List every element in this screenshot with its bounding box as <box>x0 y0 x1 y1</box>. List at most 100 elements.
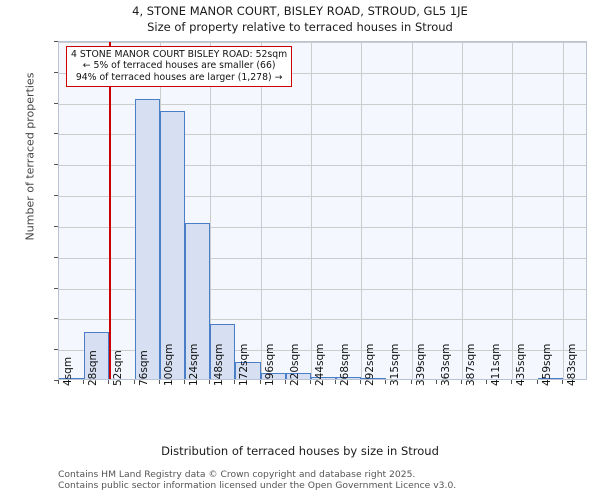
bar <box>336 377 362 379</box>
gridline-horizontal <box>59 103 586 105</box>
x-axis-tick-mark <box>435 380 437 384</box>
gridline-vertical <box>462 42 464 379</box>
gridline-horizontal <box>59 257 586 259</box>
x-axis-tick-mark <box>133 380 135 384</box>
x-axis-tick-label: 292sqm <box>364 343 377 386</box>
annotation-line-2: ← 5% of terraced houses are smaller (66) <box>82 60 276 72</box>
x-axis-tick-label: 387sqm <box>465 343 478 386</box>
footer-line-2: Contains public sector information licen… <box>58 479 457 491</box>
x-axis-tick-mark <box>561 380 563 384</box>
bar <box>184 223 211 379</box>
x-axis-tick-label: 411sqm <box>490 343 503 386</box>
y-axis-tick-mark <box>54 133 58 135</box>
x-axis-tick-mark <box>385 380 387 384</box>
x-axis-tick-label: 100sqm <box>162 343 175 386</box>
x-axis-tick-mark <box>461 380 463 384</box>
annotation-line-3: 94% of terraced houses are larger (1,278… <box>75 71 283 83</box>
x-axis-tick-label: 124sqm <box>187 343 200 386</box>
x-axis-tick-label: 76sqm <box>137 350 150 386</box>
gridline-horizontal <box>59 319 586 321</box>
x-axis-tick-label: 196sqm <box>263 343 276 386</box>
x-axis-tick-label: 148sqm <box>213 343 226 386</box>
bar <box>537 377 563 379</box>
gridline-vertical <box>260 42 262 379</box>
x-axis-tick-label: 435sqm <box>515 343 528 386</box>
footer-attribution: Contains HM Land Registry data © Crown c… <box>58 469 588 491</box>
x-axis-tick-mark <box>108 380 110 384</box>
gridline-horizontal <box>59 350 586 352</box>
y-axis-tick-mark <box>54 41 58 42</box>
y-axis-tick-mark <box>54 380 58 381</box>
x-axis-tick-label: 28sqm <box>87 350 100 386</box>
bar <box>59 377 85 379</box>
x-axis-tick-label: 363sqm <box>439 343 452 386</box>
footer-line-1: Contains HM Land Registry data © Crown c… <box>58 469 416 480</box>
gridline-vertical <box>562 42 564 379</box>
y-axis-tick-mark <box>54 256 58 258</box>
y-axis-tick-mark <box>54 287 58 289</box>
gridline-vertical <box>361 42 363 379</box>
property-marker-line <box>109 42 112 379</box>
x-axis-tick-mark <box>486 380 488 384</box>
property-annotation-box: 4 STONE MANOR COURT BISLEY ROAD: 52sqm ←… <box>66 46 293 87</box>
chart-subtitle: Size of property relative to terraced ho… <box>147 20 453 34</box>
bar <box>285 373 311 379</box>
gridline-horizontal <box>59 134 586 136</box>
x-axis-tick-label: 268sqm <box>339 343 352 386</box>
x-axis-tick-label: 244sqm <box>313 343 326 386</box>
x-axis-tick-mark <box>158 380 160 384</box>
x-axis-tick-mark <box>83 380 85 384</box>
x-axis-tick-mark <box>335 380 337 384</box>
x-axis-tick-label: 459sqm <box>540 343 553 386</box>
gridline-vertical <box>512 42 514 379</box>
x-axis-tick-label: 172sqm <box>238 343 251 386</box>
x-axis-tick-mark <box>536 380 538 384</box>
bar <box>159 110 185 379</box>
plot-area <box>58 41 587 380</box>
chart-title-block: 4, STONE MANOR COURT, BISLEY ROAD, STROU… <box>0 4 600 35</box>
x-axis-tick-mark <box>209 380 211 384</box>
bar <box>235 362 261 379</box>
x-axis-tick-label: 315sqm <box>389 343 402 386</box>
x-axis-tick-label: 220sqm <box>288 343 301 386</box>
x-axis-tick-mark <box>183 380 185 384</box>
x-axis-tick-label: 483sqm <box>565 343 578 386</box>
bar <box>310 377 337 379</box>
gridline-horizontal <box>59 72 586 74</box>
y-axis-title: Number of terraced properties <box>23 72 37 241</box>
x-axis-tick-mark <box>360 380 362 384</box>
y-axis-tick-mark <box>54 164 58 166</box>
gridline-horizontal <box>59 165 586 167</box>
gridline-vertical <box>411 42 413 379</box>
x-axis-tick-label: 339sqm <box>414 343 427 386</box>
x-axis-tick-label: 4sqm <box>62 356 74 386</box>
y-axis-tick-mark <box>54 225 58 227</box>
y-axis-tick-mark <box>54 318 58 320</box>
gridline-horizontal <box>59 196 586 198</box>
gridline-horizontal <box>59 226 586 228</box>
y-axis-tick-mark <box>54 349 58 351</box>
bar <box>361 377 387 379</box>
x-axis-tick-mark <box>259 380 261 384</box>
bar <box>260 372 286 379</box>
x-axis-tick-mark <box>58 380 59 384</box>
y-axis-tick-mark <box>54 71 58 73</box>
page-title: 4, STONE MANOR COURT, BISLEY ROAD, STROU… <box>132 4 468 18</box>
gridline-vertical <box>310 42 312 379</box>
y-axis-tick-mark <box>54 195 58 197</box>
y-axis-tick-mark <box>54 102 58 104</box>
x-axis-tick-mark <box>511 380 513 384</box>
bar <box>84 331 110 379</box>
bar <box>210 323 236 379</box>
x-axis-tick-label: 52sqm <box>112 350 125 386</box>
gridline-horizontal <box>59 288 586 290</box>
gridline-horizontal <box>59 42 586 43</box>
x-axis-tick-mark <box>309 380 311 384</box>
x-axis-title: Distribution of terraced houses by size … <box>161 444 439 458</box>
annotation-line-1: 4 STONE MANOR COURT BISLEY ROAD: 52sqm <box>71 49 288 60</box>
x-axis-tick-mark <box>284 380 286 384</box>
x-axis-tick-mark <box>410 380 412 384</box>
gridline-vertical <box>210 42 212 379</box>
x-axis-tick-mark <box>234 380 236 384</box>
